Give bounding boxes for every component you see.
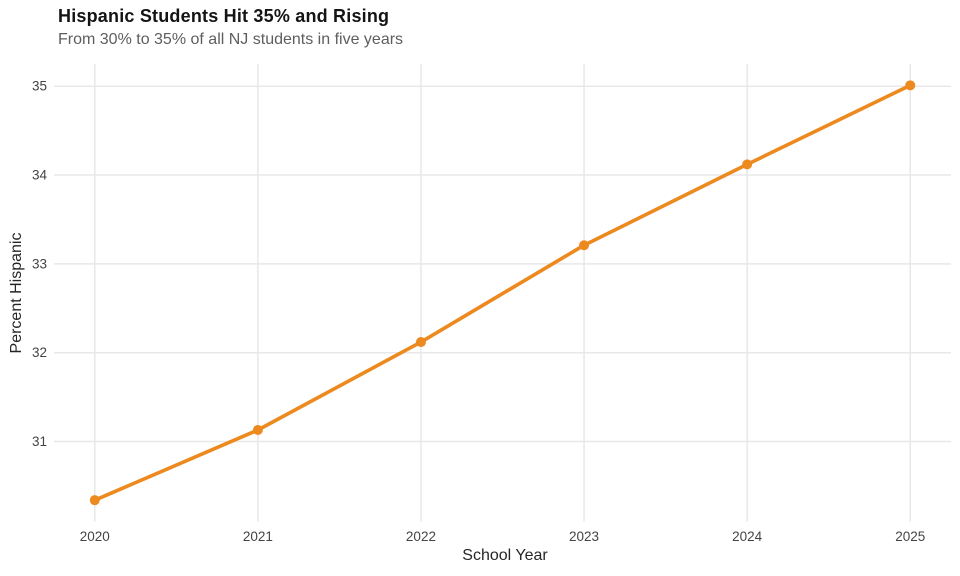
trend-line	[92, 83, 913, 502]
x-tick-label: 2021	[243, 529, 273, 544]
x-tick-label: 2023	[569, 529, 599, 544]
y-tick-label: 34	[32, 168, 48, 183]
data-point	[89, 495, 100, 506]
data-point	[252, 425, 263, 435]
x-tick-label: 2022	[406, 529, 436, 544]
data-point	[579, 240, 590, 251]
x-axis-title: School Year	[462, 547, 548, 564]
y-tick-label: 33	[32, 256, 47, 271]
data-point	[415, 337, 426, 348]
chart-title: Hispanic Students Hit 35% and Rising	[58, 6, 390, 26]
chart-subtitle: From 30% to 35% of all NJ students in fi…	[58, 31, 404, 48]
data-point	[905, 80, 916, 91]
x-tick-label: 2025	[895, 529, 925, 544]
x-tick-label: 2020	[80, 529, 110, 544]
y-tick-label: 35	[32, 79, 47, 94]
data-point	[742, 159, 753, 170]
y-axis-title: Percent Hispanic	[8, 232, 25, 354]
x-tick-label: 2024	[732, 529, 763, 544]
y-tick-label: 32	[32, 345, 47, 360]
y-tick-label: 31	[32, 434, 47, 449]
